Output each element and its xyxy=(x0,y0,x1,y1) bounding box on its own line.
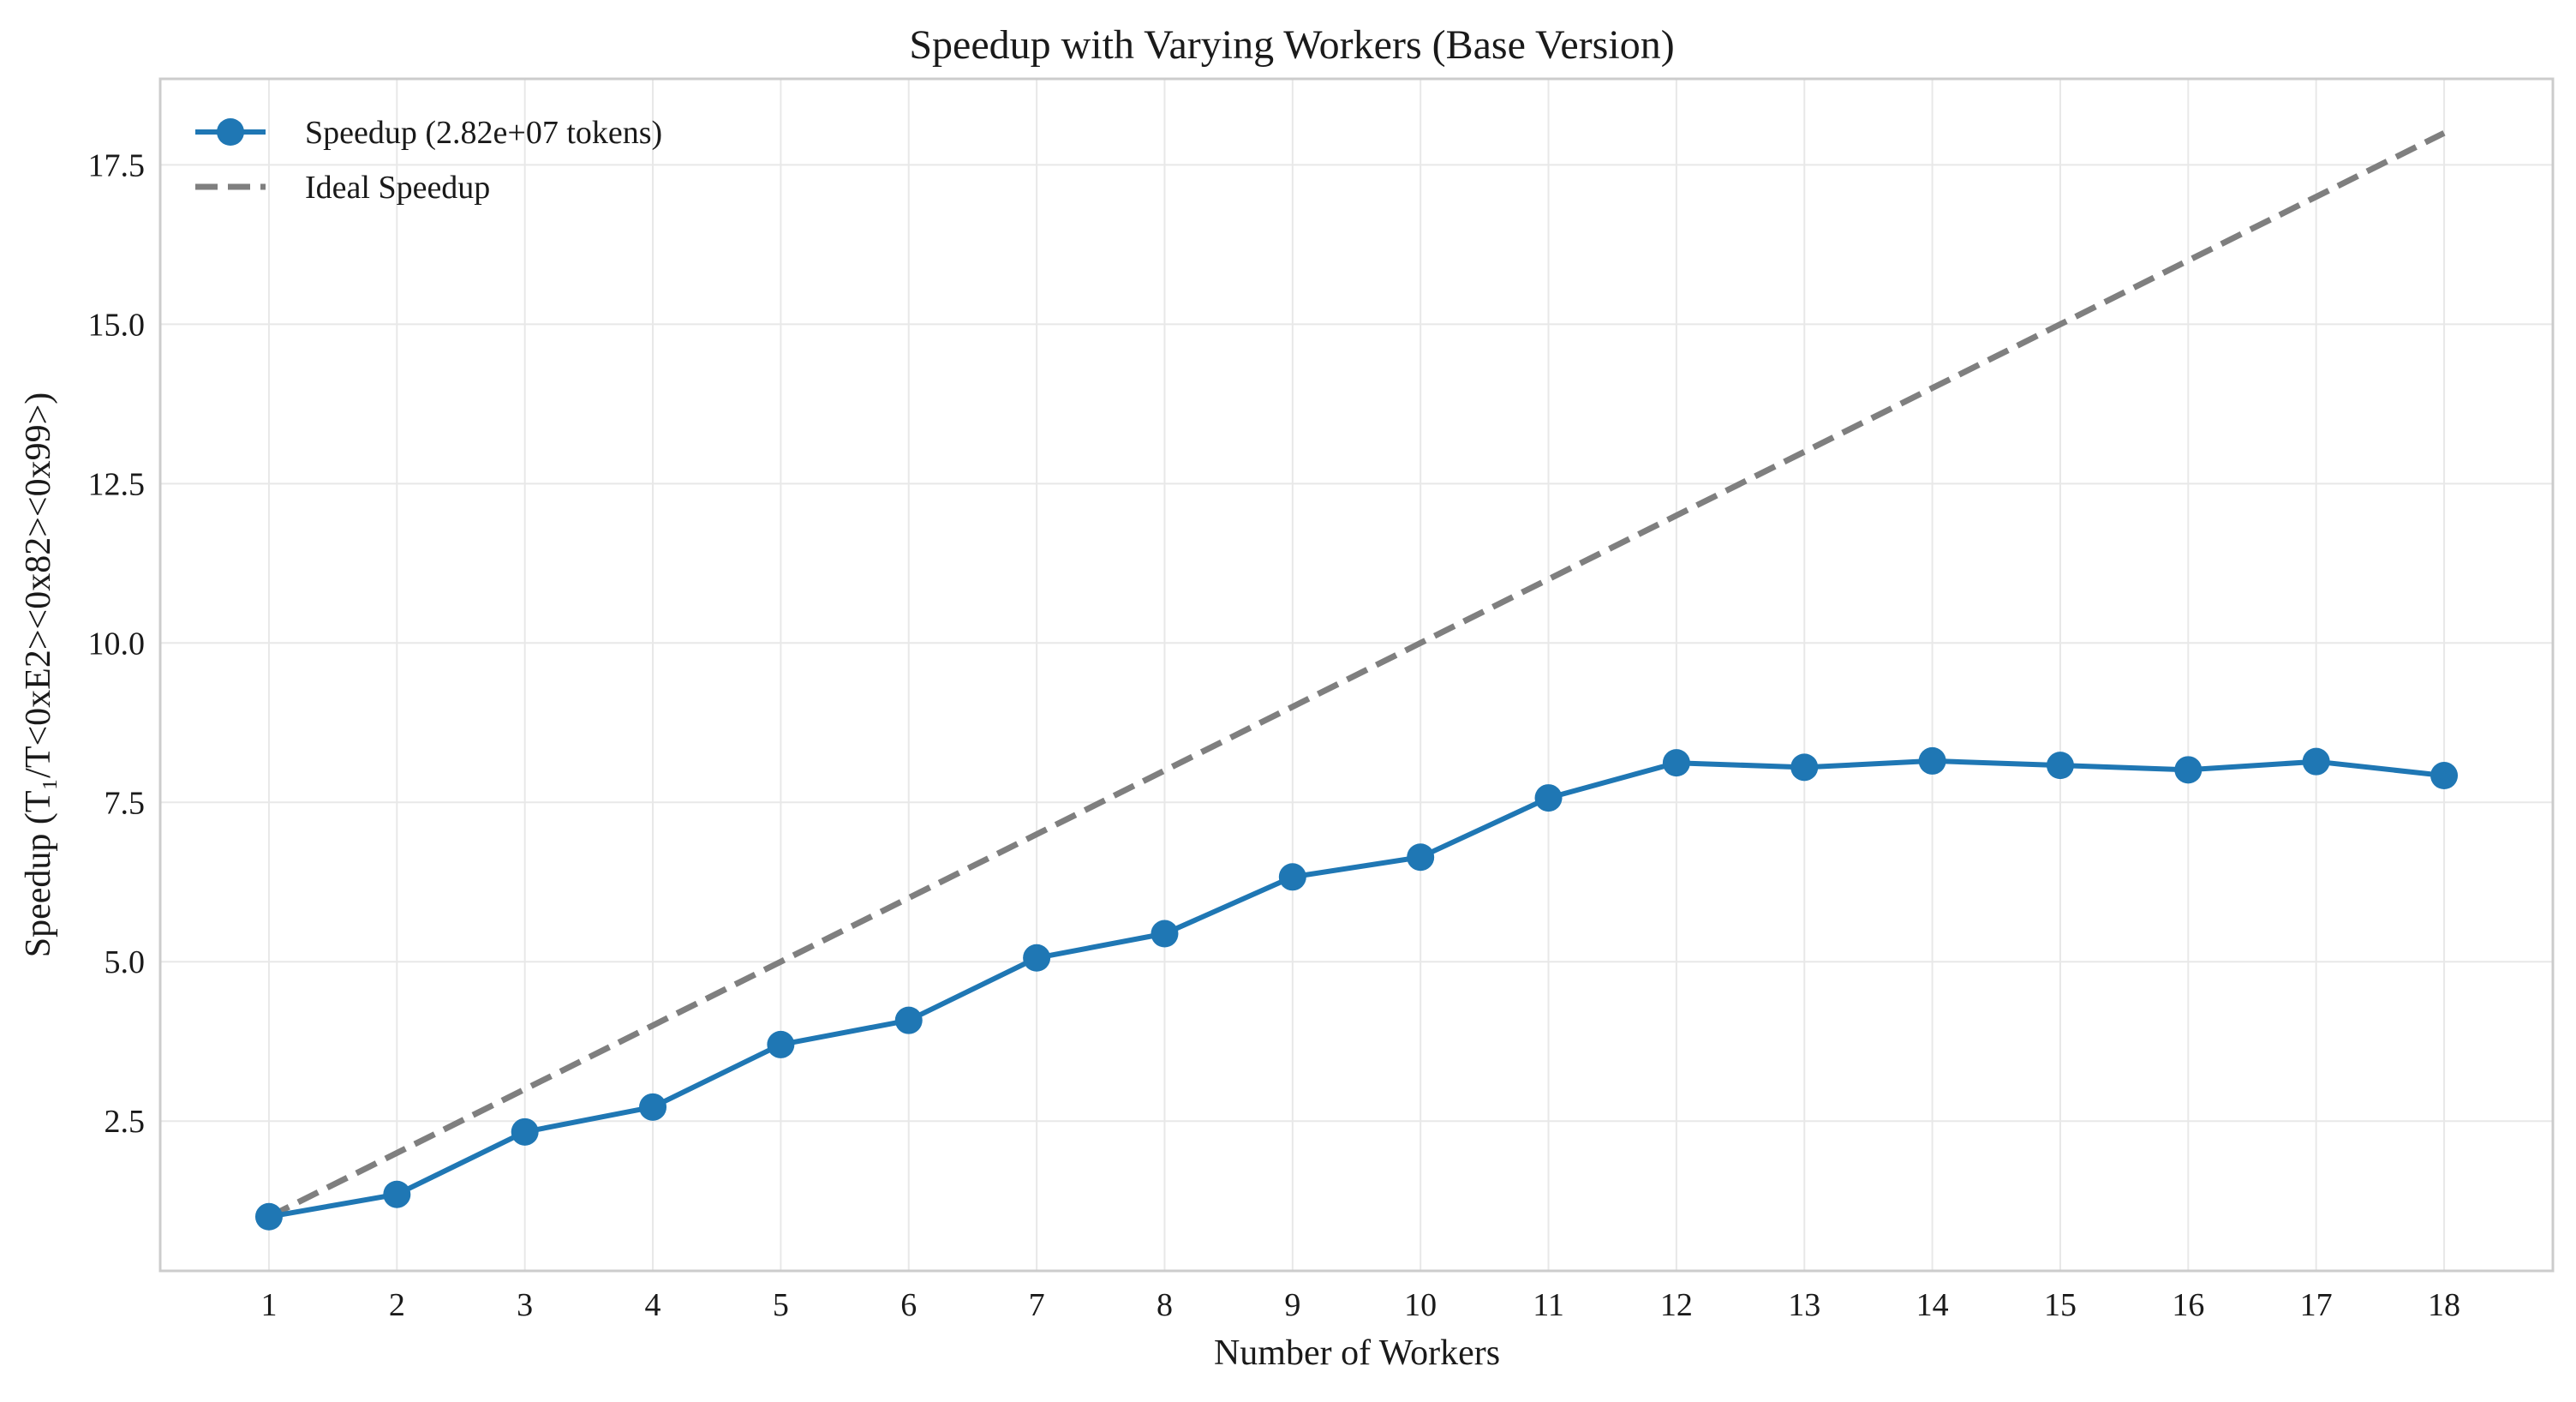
x-tick-label: 18 xyxy=(2428,1287,2460,1323)
speedup-point xyxy=(2302,747,2330,776)
speedup-point xyxy=(2430,762,2459,790)
x-tick-label: 10 xyxy=(1404,1287,1437,1323)
x-tick-label: 9 xyxy=(1284,1287,1300,1323)
speedup-point xyxy=(1918,746,1946,775)
x-tick-label: 3 xyxy=(517,1287,533,1323)
speedup-point xyxy=(1407,843,1435,872)
legend-label: Ideal Speedup xyxy=(305,170,490,206)
legend: Speedup (2.82e+07 tokens) Ideal Speedup xyxy=(195,115,662,206)
x-tick-label: 14 xyxy=(1916,1287,1949,1323)
x-axis-label: Number of Workers xyxy=(1214,1333,1500,1373)
x-tick-label: 8 xyxy=(1157,1287,1173,1323)
legend-marker xyxy=(217,118,244,146)
ideal-speedup-line xyxy=(267,130,2446,1219)
speedup-point xyxy=(639,1093,667,1121)
y-tick-label: 2.5 xyxy=(105,1104,146,1140)
x-tick-label: 11 xyxy=(1533,1287,1564,1323)
tick-labels: 1 2 3 4 5 6 7 8 9 10 11 12 13 14 15 16 17 182.55.07.510.0… xyxy=(88,147,2461,1323)
speedup-point xyxy=(1023,944,1051,972)
speedup-point xyxy=(2174,756,2202,784)
speedup-point xyxy=(767,1030,795,1058)
speedup-point xyxy=(383,1180,411,1208)
x-tick-label: 16 xyxy=(2172,1287,2204,1323)
plot-area-frame xyxy=(158,77,2555,1273)
y-tick-label: 5.0 xyxy=(105,944,146,980)
speedup-point xyxy=(1662,749,1690,777)
y-tick-label: 17.5 xyxy=(88,147,146,183)
grid-lines xyxy=(160,79,2553,1271)
series-layer xyxy=(254,130,2459,1231)
y-tick-label: 12.5 xyxy=(88,466,146,502)
x-tick-label: 15 xyxy=(2044,1287,2077,1323)
x-tick-label: 13 xyxy=(1788,1287,1820,1323)
speedup-point xyxy=(511,1117,539,1146)
x-tick-label: 2 xyxy=(389,1287,405,1323)
x-tick-label: 1 xyxy=(260,1287,277,1323)
y-tick-label: 7.5 xyxy=(105,785,146,821)
y-axis-label: Speedup (T₁/T<0xE2><0x82><0x99>) xyxy=(19,392,58,958)
speedup-point xyxy=(1534,784,1563,812)
legend-label: Speedup (2.82e+07 tokens) xyxy=(305,115,662,151)
speedup-point xyxy=(254,1202,283,1231)
y-tick-label: 10.0 xyxy=(88,626,146,662)
speedup-point xyxy=(1151,920,1179,948)
x-tick-label: 12 xyxy=(1660,1287,1693,1323)
x-tick-label: 6 xyxy=(900,1287,917,1323)
speedup-line xyxy=(268,758,2445,1219)
x-tick-label: 4 xyxy=(645,1287,661,1323)
x-tick-label: 7 xyxy=(1029,1287,1045,1323)
speedup-point xyxy=(1790,753,1819,782)
x-tick-label: 5 xyxy=(773,1287,789,1323)
speedup-point xyxy=(2046,752,2074,780)
x-tick-label: 17 xyxy=(2300,1287,2333,1323)
speedup-point xyxy=(894,1006,923,1034)
speedup-point xyxy=(1278,863,1306,891)
y-tick-label: 15.0 xyxy=(88,307,146,343)
chart-title: Speedup with Varying Workers (Base Versi… xyxy=(909,22,1674,68)
